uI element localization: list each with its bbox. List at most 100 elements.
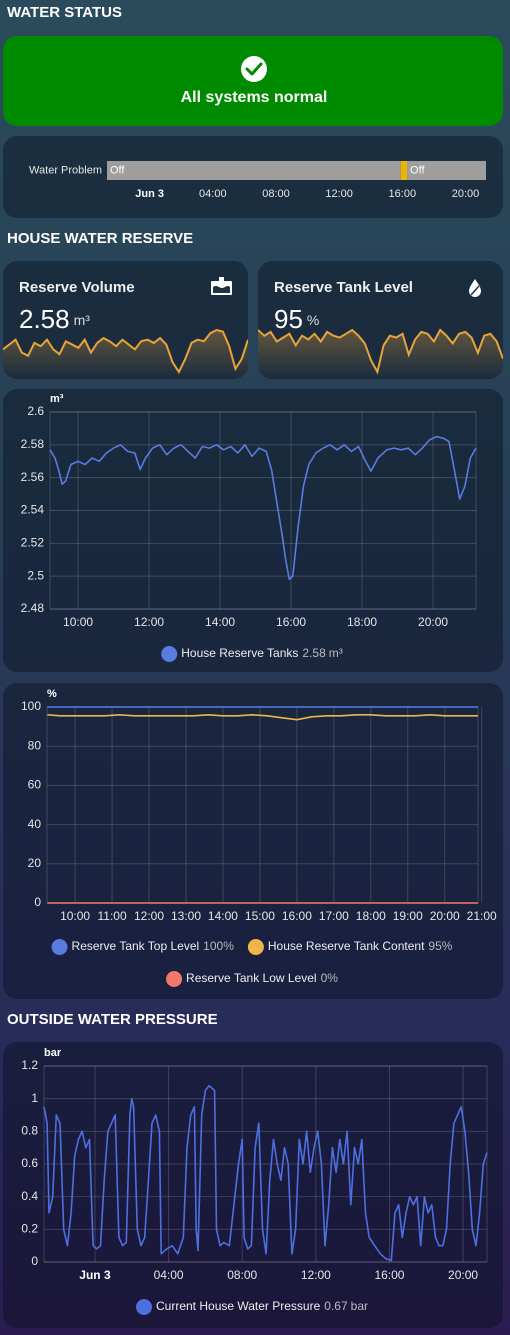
series-line (43, 1084, 488, 1262)
x-tick-label: 12:00 (134, 909, 164, 923)
y-tick-label: 80 (28, 738, 42, 752)
sparkline-area (3, 330, 248, 379)
legend-dot (51, 939, 68, 955)
x-tick-label: 04:00 (154, 1268, 184, 1282)
legend-unit: % (223, 939, 234, 953)
sparkline-line (258, 328, 503, 375)
y-tick-label: 0.4 (21, 1189, 38, 1203)
legend-unit: m³ (329, 646, 343, 660)
x-tick-label: 19:00 (393, 909, 423, 923)
y-tick-label: 2.56 (21, 470, 45, 484)
section-title: HOUSE WATER RESERVE (7, 230, 193, 247)
y-axis-unit: m³ (50, 393, 64, 405)
x-tick-label: 20:00 (448, 1268, 478, 1282)
x-tick-label: 20:00 (452, 188, 480, 200)
legend-unit: % (327, 971, 338, 985)
x-tick-label: 08:00 (262, 188, 290, 200)
y-tick-label: 2.5 (27, 568, 44, 582)
sparkline-area (258, 330, 503, 379)
tile-value-unit: % (307, 312, 319, 328)
legend-unit: % (442, 939, 453, 953)
y-tick-label: 0.2 (21, 1222, 38, 1236)
x-tick-label: 18:00 (347, 615, 377, 629)
x-tick-label: 18:00 (356, 909, 386, 923)
y-tick-label: 100 (21, 699, 41, 713)
legend-row: Current House Water Pressure 0.67 bar (136, 1299, 368, 1315)
y-tick-label: 0.6 (21, 1156, 38, 1170)
x-tick-label: 16:00 (374, 1268, 404, 1282)
drop-icon (469, 279, 481, 297)
sparkline (258, 328, 503, 379)
x-tick-label: 21:00 (467, 909, 497, 923)
y-tick-label: 0 (34, 895, 41, 909)
legend-name: Reserve Tank Low Level (186, 971, 317, 985)
legend-value: 0 (321, 971, 328, 985)
y-axis-unit: % (47, 688, 57, 700)
y-tick-label: 2.6 (27, 404, 44, 418)
x-tick-label: 12:00 (134, 615, 164, 629)
y-tick-label: 60 (28, 778, 42, 792)
legend-dot (247, 939, 264, 955)
y-tick-label: 0.8 (21, 1124, 38, 1138)
chart-card (3, 389, 503, 672)
x-tick-label: 04:00 (199, 188, 227, 200)
tile-title: Reserve Volume (19, 279, 135, 296)
x-tick-label: 13:00 (171, 909, 201, 923)
x-tick-label: 08:00 (227, 1268, 257, 1282)
tile-value: 2.58 m³ (19, 304, 90, 334)
x-tick-label: 14:00 (205, 615, 235, 629)
tank-icon (211, 277, 232, 295)
y-tick-label: 20 (28, 856, 42, 870)
series-line (49, 435, 477, 581)
x-tick-label: 15:00 (245, 909, 275, 923)
legend-value: 0.67 (324, 1299, 348, 1313)
x-tick-label: 17:00 (319, 909, 349, 923)
x-tick-label: 16:00 (276, 615, 306, 629)
timeline-segment (107, 161, 401, 180)
legend-dot (136, 1299, 153, 1315)
legend-value: 2.58 (302, 646, 326, 660)
x-tick-label: 12:00 (325, 188, 353, 200)
y-tick-label: 1.2 (21, 1058, 38, 1072)
chart-card (3, 683, 503, 999)
legend-text: House Reserve Tank Content 95% (268, 939, 453, 953)
x-tick-label: 20:00 (418, 615, 448, 629)
legend-value: 95 (428, 939, 442, 953)
legend-dot (161, 646, 178, 662)
x-tick-label: 16:00 (389, 188, 417, 200)
x-tick-label: 16:00 (282, 909, 312, 923)
x-tick-label: Jun 3 (135, 188, 164, 200)
tile-value-unit: m³ (74, 312, 91, 328)
tile-value: 95% (274, 304, 319, 334)
plot-frame (49, 411, 477, 610)
x-tick-label: 10:00 (63, 615, 93, 629)
x-tick-label: 12:00 (301, 1268, 331, 1282)
legend-value: 100 (203, 939, 223, 953)
y-tick-label: 40 (28, 817, 42, 831)
legend-name: Current House Water Pressure (156, 1299, 321, 1313)
timeline-segment (400, 161, 408, 180)
timeline-segment (407, 161, 486, 180)
y-tick-label: 2.52 (21, 536, 45, 550)
y-axis-unit: bar (44, 1047, 62, 1059)
y-tick-label: 1 (31, 1091, 38, 1105)
legend-text: House Reserve Tanks 2.58 m³ (181, 646, 343, 660)
x-tick-label: 11:00 (97, 909, 126, 923)
x-tick-label: Jun 3 (79, 1268, 111, 1282)
legend-text: Current House Water Pressure 0.67 bar (156, 1299, 368, 1313)
timeline-label: Water Problem (29, 164, 102, 176)
check-icon (241, 56, 267, 82)
plot-frame (43, 1065, 488, 1263)
y-tick-label: 2.48 (21, 601, 45, 615)
segment-label: Off (410, 164, 425, 176)
x-tick-label: 20:00 (430, 909, 460, 923)
section-title: OUTSIDE WATER PRESSURE (7, 1011, 218, 1028)
y-tick-label: 2.54 (21, 503, 45, 517)
legend-name: House Reserve Tank Content (268, 939, 425, 953)
x-tick-label: 14:00 (208, 909, 238, 923)
tile-value-number: 2.58 (19, 304, 70, 334)
status-text: All systems normal (181, 89, 328, 106)
segment-label: Off (110, 164, 125, 176)
